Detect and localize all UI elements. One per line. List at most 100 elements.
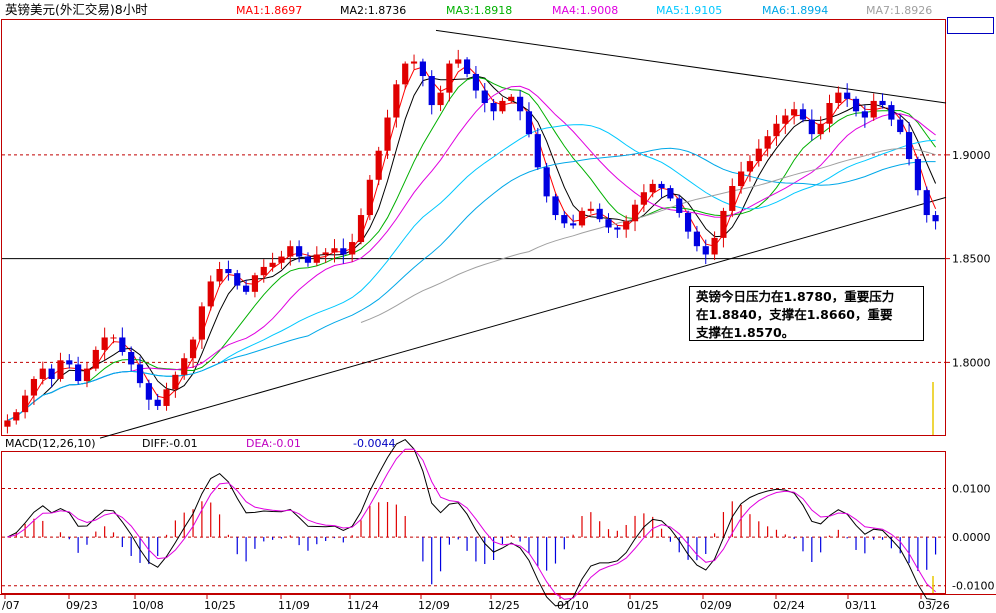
candle-body bbox=[525, 111, 533, 135]
candle-body bbox=[242, 285, 250, 292]
candle-body bbox=[826, 103, 833, 124]
candle-body bbox=[782, 115, 789, 124]
macd-dea-label: DEA:-0.01 bbox=[246, 437, 301, 450]
x-tick-label: 12/25 bbox=[488, 599, 520, 612]
macd-y-tick-label: 0.0100 bbox=[952, 482, 991, 495]
candle-body bbox=[163, 389, 170, 406]
candle-body bbox=[676, 198, 683, 213]
candle-body bbox=[490, 103, 497, 112]
candle-body bbox=[755, 148, 762, 162]
moving-average-line bbox=[7, 147, 936, 421]
candle-body bbox=[181, 358, 188, 375]
candle-body bbox=[216, 269, 223, 282]
ma-legend-item: MA5:1.9105 bbox=[656, 4, 722, 17]
candle-body bbox=[75, 364, 82, 382]
corner-widget[interactable] bbox=[947, 17, 994, 34]
candle-body bbox=[614, 227, 621, 230]
candle-body bbox=[30, 378, 38, 396]
x-tick-label: 02/24 bbox=[773, 599, 805, 612]
annotation-line-2: 在1.8840，支撑在1.8660，重要 bbox=[696, 307, 893, 322]
candle-body bbox=[905, 132, 913, 160]
candle-body bbox=[631, 204, 639, 222]
ma-legend-item: MA7:1.8926 bbox=[866, 4, 932, 17]
candle-body bbox=[844, 92, 851, 99]
candlestick-series bbox=[4, 49, 939, 435]
x-tick-label: 11/24 bbox=[347, 599, 379, 612]
candle-body bbox=[472, 73, 480, 91]
ma-legend-item: MA4:1.9008 bbox=[552, 4, 618, 17]
candle-body bbox=[587, 208, 594, 211]
candle-body bbox=[861, 111, 868, 118]
candle-body bbox=[799, 109, 807, 120]
candle-body bbox=[322, 252, 329, 255]
moving-average-line bbox=[360, 147, 936, 323]
trendline bbox=[435, 29, 947, 104]
candle-body bbox=[22, 395, 29, 413]
candle-body bbox=[384, 117, 391, 151]
candle-body bbox=[879, 100, 886, 106]
candle-body bbox=[746, 161, 754, 172]
candle-body bbox=[260, 266, 267, 276]
candle-body bbox=[481, 90, 488, 103]
candle-body bbox=[914, 159, 921, 191]
candle-body bbox=[66, 360, 73, 365]
candle-body bbox=[561, 215, 568, 224]
x-tick-label: 01/25 bbox=[627, 599, 659, 612]
candle-body bbox=[667, 188, 674, 199]
candle-body bbox=[313, 254, 320, 263]
candle-body bbox=[296, 246, 303, 257]
moving-average-line bbox=[7, 76, 937, 421]
candle-body bbox=[835, 92, 842, 103]
candle-body bbox=[596, 208, 603, 220]
candle-body bbox=[773, 123, 780, 137]
annotation-line-3: 支撑在1.8570。 bbox=[696, 325, 795, 340]
candle-body bbox=[764, 136, 771, 149]
candle-body bbox=[13, 412, 20, 421]
analysis-annotation-box: 英镑今日压力在1.8780，重要压力 在1.8840，支撑在1.8660，重要 … bbox=[689, 286, 924, 341]
candle-body bbox=[623, 221, 630, 230]
candle-body bbox=[517, 96, 524, 112]
candle-body bbox=[711, 237, 718, 255]
candle-body bbox=[888, 105, 895, 120]
x-tick-label: 02/09 bbox=[700, 599, 732, 612]
y-tick-label: 1.8000 bbox=[952, 356, 991, 369]
candle-body bbox=[693, 231, 701, 247]
x-tick-label: 01/10 bbox=[557, 599, 589, 612]
moving-average-line bbox=[7, 124, 936, 421]
candle-body bbox=[684, 212, 692, 232]
x-tick-label: 03/11 bbox=[845, 599, 877, 612]
candle-body bbox=[897, 119, 904, 133]
candle-body bbox=[357, 215, 365, 243]
candle-body bbox=[455, 59, 462, 64]
x-tick-label: 12/09 bbox=[418, 599, 450, 612]
candle-body bbox=[640, 192, 647, 205]
candle-body bbox=[923, 190, 930, 216]
ma-legend: MA1:1.8697 MA2:1.8736 MA3:1.8918 MA4:1.9008… bbox=[236, 4, 932, 17]
candle-body bbox=[340, 248, 347, 255]
macd-dea-line bbox=[7, 448, 936, 600]
candle-body bbox=[570, 223, 577, 226]
candle-body bbox=[225, 269, 232, 274]
candle-body bbox=[83, 368, 91, 382]
candle-body bbox=[658, 183, 665, 189]
candle-body bbox=[4, 420, 11, 427]
candle-body bbox=[543, 167, 550, 197]
x-tick-label: 10/25 bbox=[204, 599, 236, 612]
x-tick-label: /07 bbox=[2, 599, 20, 612]
candle-body bbox=[234, 273, 241, 286]
candle-body bbox=[702, 246, 709, 255]
candle-body bbox=[720, 210, 727, 238]
candle-body bbox=[172, 374, 179, 390]
candle-body bbox=[349, 242, 356, 255]
ma-legend-item: MA3:1.8918 bbox=[446, 4, 512, 17]
candle-body bbox=[534, 134, 541, 168]
chart-title: 英镑美元(外汇交易)8小时 bbox=[5, 2, 148, 17]
candle-body bbox=[508, 96, 515, 101]
y-tick-label: 1.8500 bbox=[952, 253, 991, 266]
candle-body bbox=[808, 119, 815, 135]
candle-body bbox=[101, 337, 108, 350]
candle-body bbox=[817, 123, 824, 135]
trendline bbox=[99, 196, 947, 439]
candle-body bbox=[128, 352, 135, 365]
